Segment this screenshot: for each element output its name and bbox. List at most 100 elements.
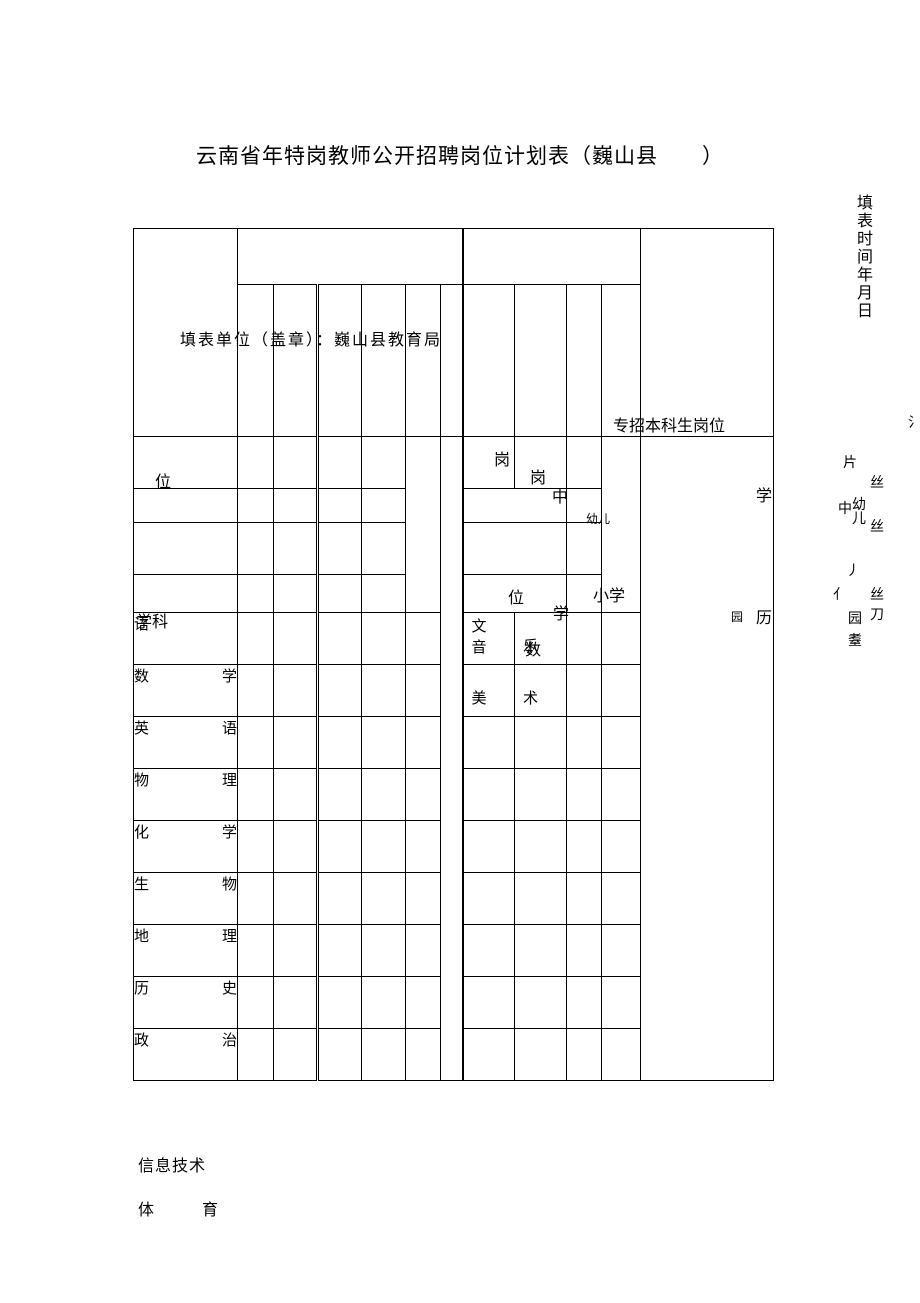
s8c2 [238, 1029, 274, 1081]
s2c4 [318, 717, 362, 769]
hdr-yuan: 园 [731, 608, 743, 625]
s8c9 [515, 1029, 567, 1081]
s3c4 [318, 769, 362, 821]
below-subject-0: 信息技术 [138, 1152, 206, 1176]
s8c8 [463, 1029, 515, 1081]
s0c4 [318, 613, 362, 665]
s7c3 [274, 977, 318, 1029]
s5c4 [318, 873, 362, 925]
s7c9 [515, 977, 567, 1029]
cell-r2c9 [515, 285, 567, 437]
hdr-youer: 幼儿 [586, 510, 610, 527]
cell-r2c7 [441, 285, 463, 437]
s2c6 [406, 717, 441, 769]
s1c5 [362, 665, 406, 717]
s5c2 [238, 873, 274, 925]
subject-row-8: 政 治 [134, 1029, 238, 1081]
cell-r3c3 [274, 437, 318, 489]
cell-r6c2 [238, 575, 274, 613]
s2c2 [238, 717, 274, 769]
s6c11 [602, 925, 641, 977]
s4c8 [463, 821, 515, 873]
cell-r5c3 [274, 523, 318, 575]
cell-r2c5 [362, 285, 406, 437]
below-subject-1: 体 育 [138, 1196, 218, 1220]
s7c4 [318, 977, 362, 1029]
s5c5 [362, 873, 406, 925]
rfloat-8: 耋 [848, 630, 862, 650]
vn-6: 日 [855, 303, 875, 321]
cell-r5c4 [318, 523, 362, 575]
hdr-xue2: 学 [553, 600, 569, 624]
hdr-xue-right: 学 [756, 482, 772, 506]
cell-r4c5 [362, 489, 406, 523]
s2c3 [274, 717, 318, 769]
s5c11 [602, 873, 641, 925]
cell-r5c1 [134, 523, 238, 575]
hdr-gang2: 岗 [530, 464, 546, 488]
vn-0: 填 [855, 195, 875, 213]
s1c11 [602, 665, 641, 717]
rfloat-4d: 丝 [870, 516, 884, 536]
s3c9 [515, 769, 567, 821]
s7c6 [406, 977, 441, 1029]
s1c8: 美 [463, 665, 515, 717]
subject-row-6: 地 理 [134, 925, 238, 977]
s7c5 [362, 977, 406, 1029]
s8c3 [274, 1029, 318, 1081]
rfloat-1: 氵 [908, 412, 920, 432]
cell-r1c8-11 [463, 229, 641, 285]
cell-r3c2 [238, 437, 274, 489]
s1c9: 术 [515, 665, 567, 717]
subject-row-1: 数 学 [134, 665, 238, 717]
s6c8 [463, 925, 515, 977]
form-unit-label: 填表单位（盖章）：巍山县教育局 [180, 326, 442, 350]
s0c11 [602, 613, 641, 665]
s4c5 [362, 821, 406, 873]
cell-r2c10 [567, 285, 602, 437]
vn-5: 月 [855, 285, 875, 303]
s3c5 [362, 769, 406, 821]
s5c10 [567, 873, 602, 925]
cell-r5c2 [238, 523, 274, 575]
s7c2 [238, 977, 274, 1029]
hdr-shu: 数 [525, 636, 541, 660]
cell-r4c4 [318, 489, 362, 523]
page-title: 云南省年特岗教师公开招聘岗位计划表（巍山县 ） [0, 140, 920, 170]
s3c2 [238, 769, 274, 821]
rfloat-4a: 中 [838, 498, 852, 518]
s2c5 [362, 717, 406, 769]
txt-yin: 音 [472, 640, 487, 656]
s0c2 [238, 613, 274, 665]
s3c10 [567, 769, 602, 821]
s1c2 [238, 665, 274, 717]
s0c6 [406, 613, 441, 665]
cell-r3c1 [134, 437, 238, 489]
s5c8 [463, 873, 515, 925]
cell-r5c8-9 [463, 523, 567, 575]
s0c3 [274, 613, 318, 665]
cell-r2c6 [406, 285, 441, 437]
s4c4 [318, 821, 362, 873]
rfloat-7a: 园 [848, 608, 862, 628]
cell-r3c5 [362, 437, 406, 489]
s1c4 [318, 665, 362, 717]
subject-row-3: 物 理 [134, 769, 238, 821]
hdr-zhong: 中 [552, 483, 568, 507]
rfloat-6a: 亻 [833, 584, 847, 604]
page-root: 云南省年特岗教师公开招聘岗位计划表（巍山县 ） 填 表 时 间 年 月 日 [0, 0, 920, 1303]
s3c6 [406, 769, 441, 821]
s5c3 [274, 873, 318, 925]
s0c8: 文音 [463, 613, 515, 665]
s2c10 [567, 717, 602, 769]
s1c3 [274, 665, 318, 717]
cell-r5c5 [362, 523, 406, 575]
hdr-wei: 位 [155, 468, 171, 492]
cell-r2c3 [274, 285, 318, 437]
cell-r5c10 [567, 523, 602, 575]
hdr-li: 历 [756, 604, 772, 628]
s4c6 [406, 821, 441, 873]
cell-r3c12 [641, 437, 774, 1081]
subject-row-5: 生 物 [134, 873, 238, 925]
rfloat-5: 丿 [846, 560, 860, 580]
